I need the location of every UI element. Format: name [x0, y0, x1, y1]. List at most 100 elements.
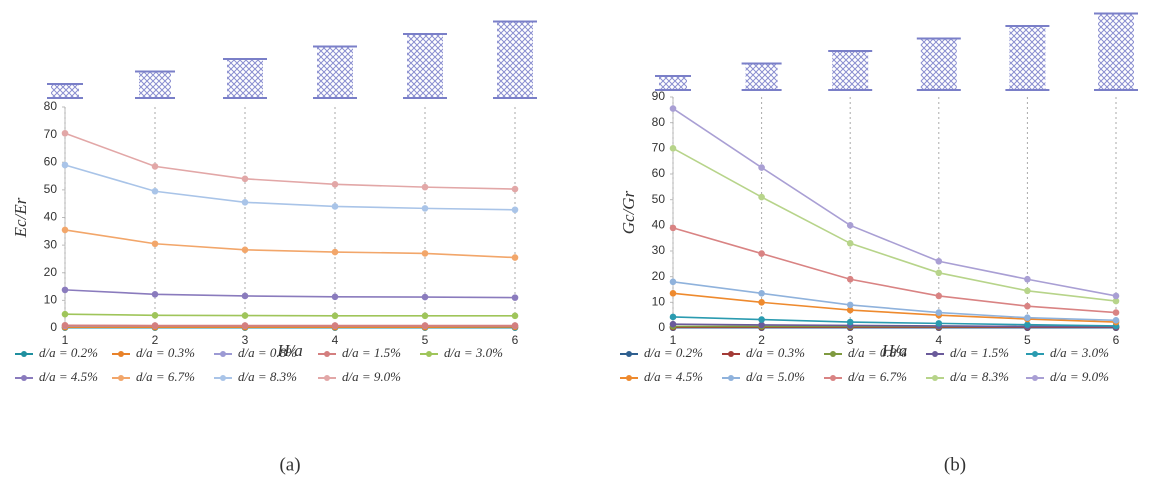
legend-label: d/a = 8.3%: [238, 369, 297, 384]
x-tick-label: 4: [935, 333, 942, 347]
data-point: [422, 250, 429, 257]
data-point: [512, 313, 519, 320]
legend-label: d/a = 5.0%: [746, 369, 805, 384]
y-tick-label: 70: [44, 127, 58, 141]
data-point: [847, 319, 854, 326]
legend-label: d/a = 1.5%: [950, 345, 1009, 360]
data-point: [152, 240, 159, 247]
data-point: [758, 316, 765, 323]
data-point: [422, 294, 429, 301]
data-point: [422, 205, 429, 212]
legend-label: d/a = 0.2%: [39, 345, 98, 360]
data-point: [332, 249, 339, 256]
caption: (b): [944, 454, 966, 475]
data-point: [936, 309, 943, 316]
data-point: [242, 293, 249, 300]
lattice-icon: [139, 72, 171, 99]
y-tick-label: 80: [44, 99, 58, 113]
legend-label: d/a = 0.8%: [848, 345, 907, 360]
x-tick-label: 6: [1113, 333, 1120, 347]
data-point: [758, 194, 765, 201]
data-point: [62, 130, 69, 137]
data-point: [670, 145, 677, 152]
data-point: [332, 203, 339, 210]
legend-label: d/a = 1.5%: [342, 345, 401, 360]
data-point: [512, 294, 519, 301]
y-tick-label: 70: [652, 141, 666, 155]
lattice-icon: [497, 22, 533, 99]
legend-marker: [932, 351, 938, 357]
data-point: [670, 225, 677, 232]
y-tick-label: 10: [652, 295, 666, 309]
lattice-icon: [832, 51, 868, 90]
data-point: [936, 258, 943, 265]
y-tick-label: 60: [652, 166, 666, 180]
series-line: [65, 230, 515, 258]
data-point: [152, 291, 159, 298]
data-point: [936, 270, 943, 277]
legend-marker: [21, 375, 27, 381]
legend-label: d/a = 4.5%: [39, 369, 98, 384]
lattice-icon: [1009, 26, 1045, 90]
y-tick-label: 30: [652, 243, 666, 257]
lattice-icon: [407, 34, 443, 98]
legend-label: d/a = 4.5%: [644, 369, 703, 384]
caption: (a): [279, 454, 300, 475]
y-tick-label: 90: [652, 89, 666, 103]
legend-label: d/a = 9.0%: [342, 369, 401, 384]
x-tick-label: 4: [332, 333, 339, 347]
x-tick-label: 5: [1024, 333, 1031, 347]
data-point: [242, 247, 249, 254]
legend-marker: [118, 351, 124, 357]
y-tick-label: 20: [44, 265, 58, 279]
series-line: [65, 290, 515, 298]
legend-label: d/a = 0.3%: [746, 345, 805, 360]
legend-label: d/a = 0.2%: [644, 345, 703, 360]
data-point: [670, 105, 677, 112]
series-line: [673, 148, 1116, 301]
y-tick-label: 0: [50, 320, 57, 334]
data-point: [512, 206, 519, 213]
data-point: [1024, 321, 1031, 328]
data-point: [512, 322, 519, 329]
legend-marker: [21, 351, 27, 357]
legend-marker: [324, 375, 330, 381]
data-point: [152, 163, 159, 170]
legend-marker: [728, 351, 734, 357]
x-tick-label: 5: [422, 333, 429, 347]
data-point: [1113, 293, 1120, 300]
data-point: [62, 162, 69, 169]
legend-label: d/a = 0.8%: [238, 345, 297, 360]
data-point: [1024, 287, 1031, 294]
y-tick-label: 60: [44, 154, 58, 168]
legend-marker: [426, 351, 432, 357]
data-point: [242, 176, 249, 183]
data-point: [242, 322, 249, 329]
data-point: [422, 322, 429, 329]
lattice-icon: [1098, 14, 1134, 91]
legend-marker: [626, 375, 632, 381]
legend-marker: [220, 351, 226, 357]
data-point: [847, 302, 854, 309]
data-point: [670, 321, 677, 328]
data-point: [758, 290, 765, 297]
data-point: [152, 322, 159, 329]
lattice-icon: [921, 39, 957, 91]
legend-marker: [830, 375, 836, 381]
data-point: [62, 227, 69, 234]
lattice-icon: [659, 76, 687, 90]
data-point: [758, 164, 765, 171]
legend-marker: [118, 375, 124, 381]
y-axis-label: Gc/Gr: [619, 190, 638, 234]
data-point: [512, 254, 519, 261]
data-point: [670, 279, 677, 286]
series-line: [65, 133, 515, 189]
legend-label: d/a = 0.3%: [136, 345, 195, 360]
data-point: [758, 299, 765, 306]
legend-label: d/a = 3.0%: [1050, 345, 1109, 360]
lattice-icon: [227, 59, 263, 98]
data-point: [1024, 303, 1031, 310]
legend-marker: [830, 351, 836, 357]
legend-label: d/a = 3.0%: [444, 345, 503, 360]
data-point: [242, 199, 249, 206]
